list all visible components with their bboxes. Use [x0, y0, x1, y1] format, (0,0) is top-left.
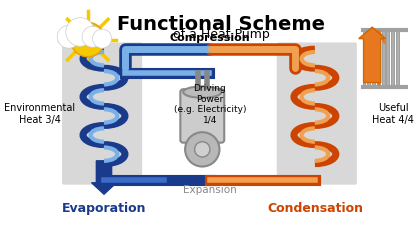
- Circle shape: [71, 23, 105, 58]
- Circle shape: [195, 142, 210, 157]
- Circle shape: [66, 18, 94, 47]
- FancyBboxPatch shape: [62, 43, 142, 185]
- Text: Evaporation: Evaporation: [62, 201, 146, 214]
- Text: Driving
Power
(e.g. Electricity)
1/4: Driving Power (e.g. Electricity) 1/4: [173, 84, 246, 124]
- Bar: [386, 31, 389, 88]
- Bar: [391, 31, 394, 88]
- Text: Expansion: Expansion: [183, 184, 237, 194]
- Circle shape: [82, 27, 103, 48]
- Text: Useful
Heat 4/4: Useful Heat 4/4: [372, 103, 414, 124]
- Bar: [363, 31, 366, 88]
- Text: Functional Scheme: Functional Scheme: [117, 15, 325, 34]
- Bar: [367, 31, 370, 88]
- Circle shape: [185, 133, 220, 167]
- FancyBboxPatch shape: [277, 43, 357, 185]
- Text: Environmental
Heat 3/4: Environmental Heat 3/4: [5, 103, 76, 124]
- Circle shape: [92, 30, 111, 49]
- FancyArrow shape: [92, 161, 116, 194]
- FancyArrow shape: [359, 28, 386, 83]
- Text: of a Heat Pump: of a Heat Pump: [173, 28, 270, 41]
- Text: Condensation: Condensation: [267, 201, 363, 214]
- Bar: [396, 31, 399, 88]
- Ellipse shape: [183, 87, 221, 98]
- FancyBboxPatch shape: [181, 90, 224, 143]
- Bar: [382, 31, 384, 88]
- Text: Compression: Compression: [170, 32, 250, 42]
- Circle shape: [57, 26, 80, 49]
- Bar: [377, 31, 380, 88]
- Bar: [372, 31, 375, 88]
